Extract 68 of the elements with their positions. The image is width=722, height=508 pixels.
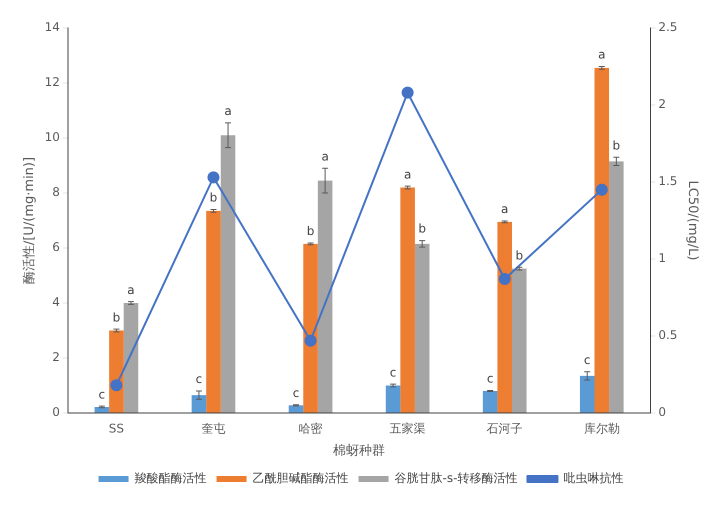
bar (386, 386, 400, 412)
annotation: b (418, 222, 426, 236)
x-tick-label: 奎屯 (201, 421, 226, 436)
y-tick-label: 14 (44, 20, 60, 34)
y-tick-label: 2 (52, 350, 60, 364)
x-tick-label: 哈密 (298, 421, 323, 436)
legend-label: 羧酸酯酶活性 (134, 471, 207, 486)
bar (482, 391, 498, 412)
annotation: a (321, 149, 329, 164)
y2-tick-label: 0.5 (658, 328, 678, 342)
annotation: a (127, 282, 135, 297)
bar (206, 210, 221, 412)
point (207, 171, 220, 184)
bar (318, 180, 332, 412)
annotation: c (196, 372, 202, 386)
annotation: b (515, 248, 524, 262)
annotation: b (210, 190, 218, 205)
bar (497, 222, 512, 412)
bar (609, 161, 624, 412)
annotation: c (390, 365, 396, 380)
x-tick-label: 库尔勒 (584, 421, 620, 436)
annotation: c (486, 372, 494, 386)
bar (414, 244, 430, 412)
bar (288, 405, 304, 412)
legend-label: 乙酰胆碱酯酶活性 (252, 471, 349, 486)
y-tick-label: 6 (52, 240, 60, 254)
annotation: c (584, 352, 591, 367)
bar (94, 406, 110, 412)
y-tick-label: 10 (44, 130, 60, 144)
annotation: a (224, 104, 232, 118)
annotation: a (598, 48, 606, 62)
bar (512, 268, 527, 412)
bar (124, 303, 138, 412)
point (596, 184, 608, 196)
annotation: a (404, 167, 412, 182)
y2-axis-title: LC50/(mg/L) (684, 180, 700, 260)
y2-tick-label: 1.5 (658, 174, 678, 188)
bar (220, 135, 236, 412)
point (304, 334, 317, 347)
annotation: a (501, 202, 508, 216)
x-tick-label: SS (108, 421, 124, 436)
y-tick-label: 8 (52, 185, 60, 200)
bar (580, 376, 594, 412)
point (498, 273, 511, 286)
x-axis-title: 棉蚜种群 (333, 444, 386, 459)
x-tick-label: 石河子 (486, 421, 523, 436)
y-tick-label: 4 (52, 295, 60, 310)
legend-label: 谷胱甘肽-s-转移酶活性 (394, 471, 518, 486)
annotation: b (306, 224, 314, 238)
x-tick-label: 五家渠 (390, 421, 426, 436)
y-axis-title: 酶活性/[U/(mg·min)] (22, 156, 38, 284)
legend-label: 吡虫啉抗性 (563, 471, 624, 486)
bar (192, 395, 206, 412)
y2-tick-label: 2 (658, 97, 666, 112)
y2-tick-label: 0 (658, 405, 666, 420)
y2-tick-label: 1 (658, 251, 666, 266)
y2-tick-label: 2.5 (658, 20, 678, 34)
annotation: b (112, 310, 120, 324)
annotation: b (612, 138, 620, 152)
y-tick-label: 12 (44, 75, 60, 90)
bar (400, 188, 415, 412)
bar (594, 68, 610, 412)
annotation: c (292, 386, 300, 400)
y-tick-label: 0 (52, 405, 60, 420)
point (110, 379, 122, 392)
point (402, 86, 414, 99)
bar (303, 244, 318, 412)
annotation: c (98, 387, 106, 402)
